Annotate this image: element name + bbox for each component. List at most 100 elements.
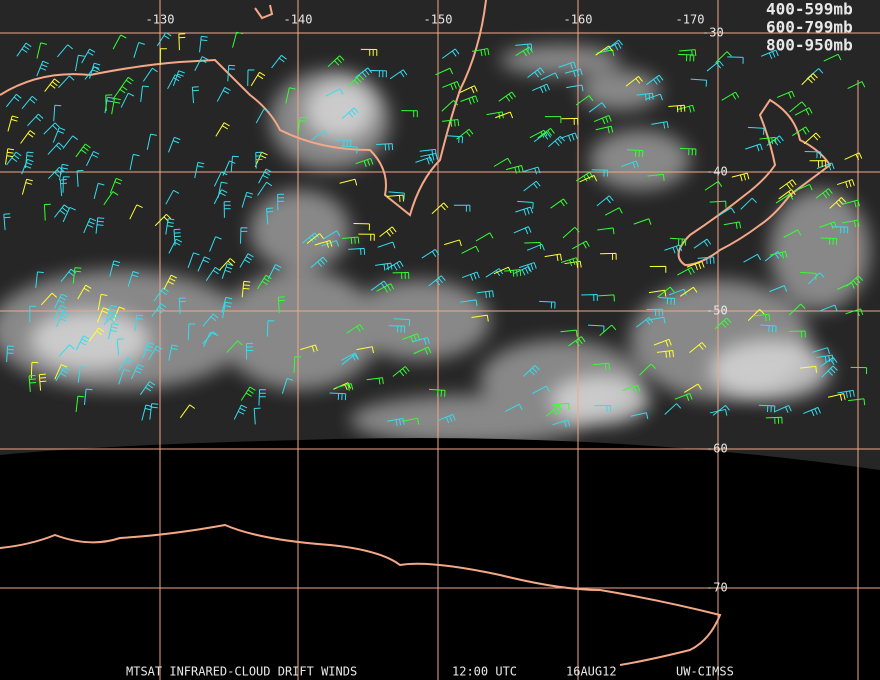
wind-barb bbox=[493, 266, 512, 275]
wind-barb bbox=[544, 253, 562, 261]
wind-barb bbox=[76, 169, 84, 187]
wind-barb bbox=[88, 327, 105, 342]
wind-barb bbox=[239, 253, 254, 268]
wind-barb bbox=[493, 157, 512, 167]
wind-barb bbox=[197, 256, 211, 272]
latitude-label: -70 bbox=[706, 581, 728, 595]
wind-barb bbox=[139, 381, 156, 395]
wind-barb bbox=[387, 417, 405, 426]
wind-barb bbox=[789, 330, 806, 338]
wind-barb bbox=[633, 218, 652, 225]
wind-barb bbox=[428, 388, 446, 397]
wind-barb bbox=[564, 68, 583, 78]
wind-barb bbox=[664, 244, 683, 254]
wind-barb bbox=[758, 404, 776, 413]
wind-barb bbox=[684, 383, 702, 393]
wind-barb bbox=[222, 301, 232, 319]
wind-barb bbox=[341, 145, 358, 154]
wind-barb bbox=[815, 188, 833, 199]
wind-barb bbox=[532, 83, 550, 94]
wind-barb bbox=[21, 95, 38, 109]
wind-barb bbox=[241, 280, 251, 298]
wind-barb bbox=[285, 87, 296, 104]
wind-barb bbox=[794, 183, 813, 192]
wind-barb bbox=[53, 304, 67, 320]
wind-barb bbox=[518, 262, 537, 272]
wind-barb bbox=[240, 386, 256, 401]
legend: 400-599mb 600-799mb 800-950mb bbox=[766, 0, 853, 55]
wind-barb bbox=[744, 143, 763, 152]
wind-barb bbox=[4, 148, 15, 165]
wind-barb bbox=[105, 94, 113, 112]
wind-barb bbox=[20, 130, 36, 144]
wind-barb bbox=[437, 413, 456, 424]
wind-barb bbox=[686, 261, 705, 271]
wind-barb bbox=[803, 406, 821, 417]
wind-barb bbox=[459, 85, 478, 94]
wind-barb bbox=[58, 75, 75, 88]
wind-barb bbox=[187, 323, 196, 340]
wind-barb bbox=[56, 311, 69, 327]
wind-barb bbox=[645, 93, 663, 101]
wind-barb bbox=[769, 250, 788, 259]
wind-barb bbox=[358, 233, 375, 241]
wind-barb bbox=[321, 240, 340, 247]
wind-barb bbox=[747, 308, 765, 321]
wind-barb bbox=[168, 344, 179, 361]
wind-barb bbox=[392, 366, 410, 377]
wind-barb bbox=[760, 49, 779, 59]
wind-barb bbox=[837, 389, 855, 398]
wind-barb bbox=[799, 365, 817, 373]
wind-barb bbox=[44, 78, 60, 92]
wind-barb bbox=[347, 74, 365, 87]
wind-barb bbox=[848, 398, 866, 406]
wind-barb bbox=[281, 377, 294, 394]
longitude-label: -150 bbox=[424, 13, 453, 27]
wind-barb bbox=[595, 45, 613, 56]
wind-barb bbox=[75, 143, 91, 158]
wind-barb bbox=[392, 271, 410, 280]
wind-barb bbox=[306, 233, 324, 244]
wind-barb bbox=[267, 264, 282, 280]
wind-barb bbox=[130, 363, 145, 380]
wind-barb bbox=[444, 239, 462, 247]
wind-barb bbox=[216, 86, 231, 102]
wind-barb bbox=[24, 151, 34, 169]
wind-barb bbox=[29, 305, 37, 323]
wind-barb bbox=[821, 365, 838, 378]
wind-barb bbox=[816, 354, 834, 363]
wind-barb bbox=[118, 356, 134, 371]
wind-barb bbox=[84, 66, 100, 80]
wind-barb bbox=[221, 296, 233, 313]
wind-barb bbox=[72, 267, 82, 284]
wind-barb bbox=[546, 405, 563, 417]
wind-barb bbox=[800, 271, 817, 280]
wind-barb bbox=[626, 149, 644, 158]
wind-barb bbox=[133, 42, 145, 58]
wind-barb bbox=[820, 237, 838, 245]
wind-barb bbox=[588, 102, 607, 113]
wind-barb bbox=[842, 219, 860, 228]
wind-barb bbox=[560, 257, 579, 267]
wind-barb bbox=[723, 221, 742, 229]
wind-barb bbox=[255, 108, 270, 124]
wind-barb bbox=[831, 226, 849, 234]
wind-barb bbox=[523, 365, 540, 377]
wind-barb bbox=[581, 293, 598, 302]
wind-barb bbox=[203, 331, 217, 347]
wind-barb bbox=[54, 293, 68, 309]
wind-barb bbox=[245, 343, 253, 360]
wind-barb bbox=[116, 338, 124, 356]
wind-barb bbox=[129, 153, 140, 171]
wind-barb bbox=[334, 139, 352, 147]
wind-barb bbox=[471, 48, 490, 57]
wind-barb bbox=[389, 69, 408, 80]
wind-barb bbox=[47, 166, 65, 180]
wind-barb bbox=[353, 223, 370, 231]
wind-barb bbox=[93, 182, 105, 199]
wind-barb bbox=[552, 419, 571, 428]
wind-barb bbox=[60, 268, 77, 282]
wind-barb bbox=[677, 267, 695, 276]
